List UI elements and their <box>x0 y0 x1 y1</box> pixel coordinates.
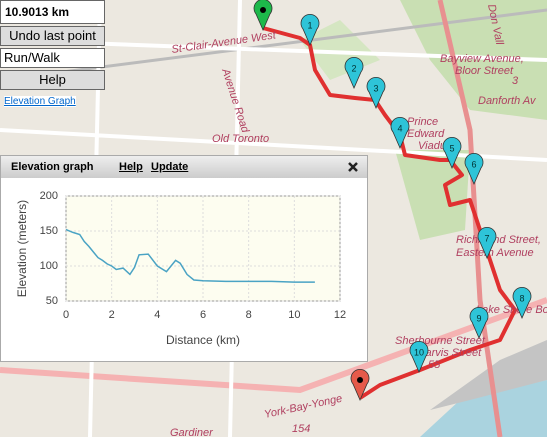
route-marker <box>477 227 497 259</box>
route-marker <box>409 341 429 373</box>
x-axis-label: Distance (km) <box>166 333 240 347</box>
x-tick-label: 8 <box>246 309 252 321</box>
graph: 50 100 150 200 0 2 4 6 8 10 12 Distance (km) Elevati… <box>15 190 346 347</box>
x-tick-label: 2 <box>109 309 115 321</box>
marker-label: 3 <box>373 83 378 93</box>
map-label: Prince <box>407 116 438 128</box>
x-tick-label: 0 <box>63 309 69 321</box>
marker-label: 6 <box>471 159 476 169</box>
map-label: Gardiner <box>170 427 214 437</box>
marker-label: 5 <box>449 143 454 153</box>
marker-label: 8 <box>519 293 524 303</box>
x-tick-label: 12 <box>334 309 346 321</box>
route-marker <box>464 153 484 185</box>
y-tick-label: 150 <box>40 225 58 237</box>
map-label: Danforth Av <box>478 95 537 107</box>
undo-button[interactable]: Undo last point <box>0 26 105 46</box>
map-label: Old Toronto <box>212 133 269 145</box>
route-marker <box>469 307 489 339</box>
marker-label: 7 <box>484 233 489 243</box>
y-tick-label: 50 <box>46 295 58 307</box>
map-label: Bloor Street <box>455 65 514 77</box>
marker-dot <box>260 7 266 13</box>
map-label: Viadu <box>418 140 446 152</box>
mode-select[interactable]: Run/Walk <box>0 48 105 68</box>
start-marker <box>253 0 273 31</box>
update-link[interactable]: Update <box>151 161 189 173</box>
map-label: Richmond Street, <box>456 234 541 246</box>
route-marker <box>366 77 386 109</box>
map-label: Lake Shore Boul <box>476 304 547 316</box>
help-link[interactable]: Help <box>119 161 143 173</box>
marker-label: 4 <box>397 123 402 133</box>
route-marker <box>344 57 364 89</box>
y-tick-label: 200 <box>40 190 58 202</box>
map-label: 55 <box>428 359 441 371</box>
map-label: Edward <box>407 128 445 140</box>
x-tick-label: 10 <box>288 309 300 321</box>
distance: 10.9013 km <box>0 0 105 24</box>
marker-label: 1 <box>307 20 312 30</box>
map-label: 3 <box>512 75 519 87</box>
map-label: 154 <box>292 423 310 435</box>
map-label: Bayview Avenue, <box>440 53 524 65</box>
y-axis-label: Elevation (meters) <box>15 200 29 297</box>
elevation-popup: Elevation graph Help Update 50 100 150 200 0… <box>0 155 368 362</box>
x-tick-label: 6 <box>200 309 206 321</box>
marker-dot <box>357 377 363 383</box>
marker-label: 10 <box>414 347 424 357</box>
route-marker <box>512 287 532 319</box>
route-marker <box>442 137 462 169</box>
y-tick-label: 100 <box>40 260 58 272</box>
end-marker <box>350 369 370 401</box>
map-label: Sherbourne Street <box>395 335 486 347</box>
marker-label: 2 <box>351 63 356 73</box>
route-marker <box>300 14 320 46</box>
help-button[interactable]: Help <box>0 70 105 90</box>
elevation-link[interactable]: Elevation Graph <box>4 96 76 107</box>
marker-label: 9 <box>476 313 481 323</box>
route-marker <box>390 117 410 149</box>
popup-header: Elevation graph Help Update <box>1 156 367 178</box>
elevation-line <box>65 228 315 283</box>
map-label: Eastern Avenue <box>456 247 534 259</box>
popup-title: Elevation graph <box>11 161 94 173</box>
x-tick-label: 4 <box>154 309 160 321</box>
map-label: Jarvis Street <box>419 347 482 359</box>
close-button[interactable] <box>348 162 358 172</box>
